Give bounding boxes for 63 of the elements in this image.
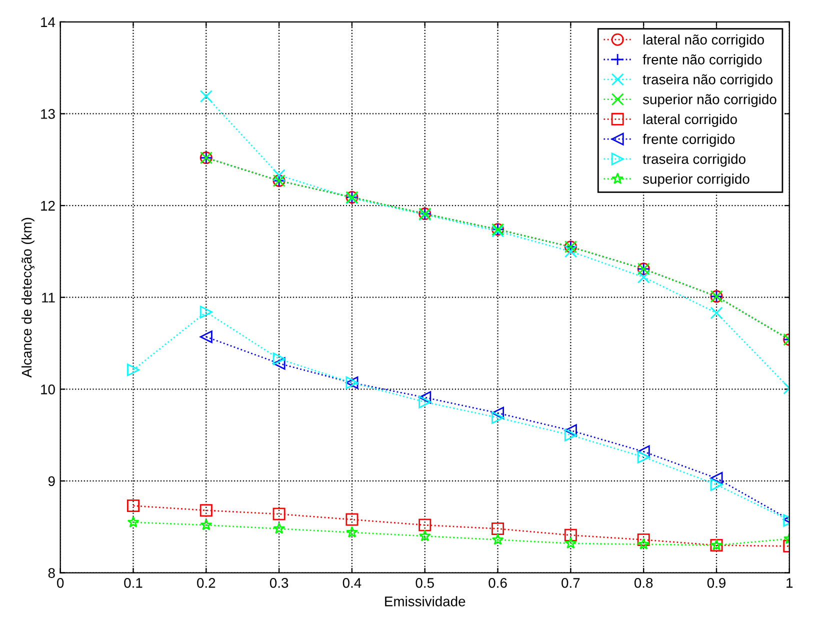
point [200, 518, 212, 530]
legend-label: lateral corrigido [644, 114, 737, 127]
point [637, 450, 650, 464]
legend-label: traseira não corrigido [642, 74, 772, 88]
x-tick-label: 1 [786, 578, 793, 588]
y-tick-label: 13 [41, 109, 55, 119]
point [492, 522, 504, 535]
point [564, 537, 577, 549]
point [564, 424, 577, 437]
legend-label: frente corrigido [642, 134, 735, 147]
point [564, 245, 577, 258]
x-tick-label: 0.8 [634, 578, 653, 588]
x-axis-title: Emissividade [385, 596, 466, 606]
x-tick-label: 0.9 [707, 578, 726, 588]
point [492, 406, 504, 420]
point [418, 396, 432, 408]
x-tick-label: 0.2 [197, 578, 216, 588]
y-tick-label: 14 [41, 17, 56, 27]
point [272, 352, 286, 366]
point [564, 428, 577, 442]
point [346, 526, 358, 538]
legend-label: lateral não corrigido [644, 34, 764, 48]
point [710, 478, 723, 491]
y-tick-label: 8 [48, 568, 55, 578]
y-tick-label: 11 [42, 292, 55, 302]
point [272, 168, 286, 182]
point [200, 504, 212, 517]
point [126, 364, 140, 376]
y-tick-label: 10 [41, 384, 55, 394]
x-tick-label: 0.6 [488, 578, 507, 588]
point [492, 411, 504, 424]
legend-label: frente não corrigido [642, 54, 762, 68]
point [710, 472, 723, 484]
point [418, 518, 432, 532]
x-tick-label: 0.7 [562, 578, 580, 588]
legend-label: traseira corrigido [642, 154, 746, 167]
x-tick-label: 0.4 [342, 578, 362, 588]
x-tick-label: 0.5 [416, 578, 434, 588]
x-tick-label: 0 [57, 578, 64, 588]
y-tick-label: 9 [48, 476, 55, 486]
y-tick-label: 12 [41, 200, 55, 211]
y-axis-title: Alcance de detecção (km) [21, 218, 34, 378]
point [126, 500, 140, 512]
point [418, 530, 431, 542]
point [710, 306, 723, 320]
point [638, 538, 650, 550]
point [346, 513, 358, 526]
point [127, 516, 140, 528]
point [200, 330, 212, 344]
x-tick-label: 0.3 [270, 578, 288, 588]
point [200, 306, 212, 318]
point [564, 528, 577, 542]
point [418, 391, 432, 404]
x-tick-label: 0.1 [124, 578, 142, 588]
point [200, 90, 212, 103]
point [272, 508, 286, 520]
point [272, 357, 286, 370]
legend-label: superior corrigido [642, 174, 750, 187]
point [637, 270, 650, 284]
legend-label: superior não corrigido [642, 94, 776, 108]
point [273, 522, 286, 534]
point [637, 533, 650, 546]
point [492, 533, 504, 545]
